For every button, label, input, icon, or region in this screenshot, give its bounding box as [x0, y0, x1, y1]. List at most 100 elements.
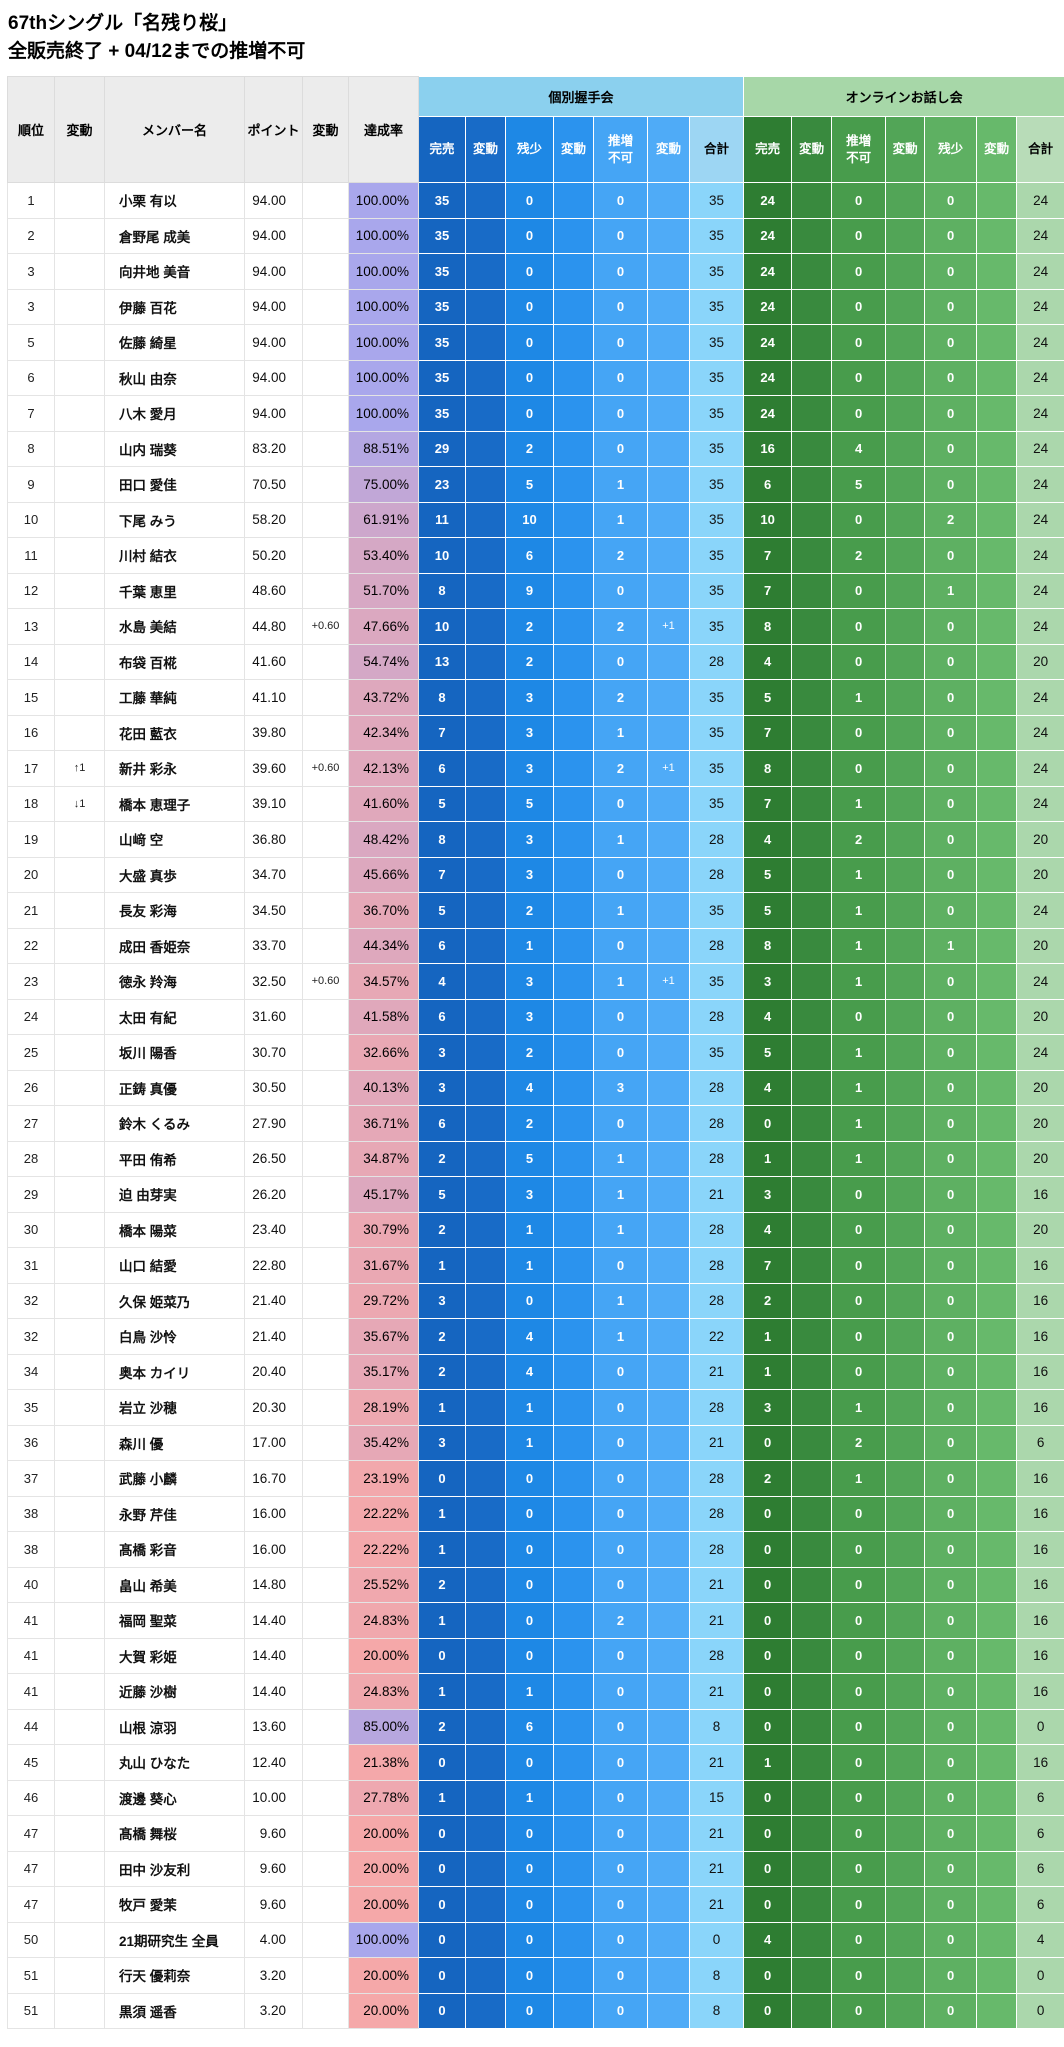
ol-no-increase-cell: 0 — [831, 1531, 887, 1568]
member-name-cell: 近藤 沙樹 — [104, 1673, 245, 1710]
achievement-rate-cell: 75.00% — [348, 466, 419, 503]
ol-change-2-cell — [885, 288, 926, 325]
hs-change-1-cell — [465, 1140, 506, 1177]
hs-soldout-cell: 35 — [418, 395, 466, 432]
hs-change-1-cell — [465, 395, 506, 432]
hs-change-3-cell — [647, 1069, 690, 1106]
hs-low-stock-cell: 0 — [505, 1744, 554, 1781]
rank-cell: 35 — [7, 1389, 55, 1426]
hs-change-3-cell: +1 — [647, 750, 690, 787]
ol-change-1-cell — [791, 1815, 833, 1852]
hs-change-3-cell — [647, 466, 690, 503]
header-ol-no-increase: 推増 不可 — [831, 116, 887, 183]
ol-change-3-cell — [976, 1850, 1018, 1887]
hs-total-cell: 28 — [688, 643, 745, 680]
hs-no-increase-cell: 0 — [593, 927, 648, 964]
rank-cell: 14 — [7, 643, 55, 680]
rank-change-cell — [54, 892, 105, 929]
ol-soldout-cell: 5 — [743, 892, 793, 929]
points-cell: 3.20 — [244, 1957, 303, 1994]
hs-change-2-cell — [553, 1815, 594, 1852]
ol-low-stock-cell: 0 — [924, 963, 978, 1000]
rank-cell: 45 — [7, 1744, 55, 1781]
table-row: 27 鈴木 くるみ 27.90 36.71% 6 2 0 28 0 1 0 20 — [7, 1105, 1064, 1142]
ol-total-cell: 20 — [1016, 1069, 1064, 1106]
hs-low-stock-cell: 1 — [505, 927, 554, 964]
rank-cell: 22 — [7, 927, 55, 964]
points-cell: 94.00 — [244, 217, 303, 254]
hs-total-cell: 15 — [688, 1779, 745, 1816]
ol-no-increase-cell: 2 — [831, 821, 887, 858]
hs-change-2-cell — [553, 1566, 594, 1603]
ol-change-1-cell — [791, 1957, 833, 1994]
ol-change-3-cell — [976, 1602, 1018, 1639]
ol-change-2-cell — [885, 1850, 926, 1887]
ol-soldout-cell: 4 — [743, 1921, 793, 1958]
hs-total-cell: 21 — [688, 1176, 745, 1213]
ol-soldout-cell: 4 — [743, 643, 793, 680]
rank-cell: 37 — [7, 1460, 55, 1497]
hs-change-3-cell — [647, 1850, 690, 1887]
rank-cell: 34 — [7, 1353, 55, 1390]
ol-no-increase-cell: 1 — [831, 785, 887, 822]
hs-soldout-cell: 3 — [418, 1424, 466, 1461]
table-row: 3 向井地 美音 94.00 100.00% 35 0 0 35 24 0 0 24 — [7, 253, 1064, 290]
hs-no-increase-cell: 1 — [593, 892, 648, 929]
rank-change-cell — [54, 1566, 105, 1603]
points-cell: 14.40 — [244, 1637, 303, 1674]
hs-change-3-cell — [647, 927, 690, 964]
hs-soldout-cell: 0 — [418, 1850, 466, 1887]
ol-soldout-cell: 3 — [743, 963, 793, 1000]
hs-change-2-cell — [553, 466, 594, 503]
ol-soldout-cell: 7 — [743, 1247, 793, 1284]
hs-change-3-cell — [647, 643, 690, 680]
ol-no-increase-cell: 1 — [831, 927, 887, 964]
ol-low-stock-cell: 0 — [924, 1850, 978, 1887]
hs-soldout-cell: 13 — [418, 643, 466, 680]
hs-soldout-cell: 1 — [418, 1602, 466, 1639]
ol-low-stock-cell: 0 — [924, 892, 978, 929]
rank-change-cell — [54, 217, 105, 254]
points-change-cell — [302, 182, 349, 219]
table-body: 1 小栗 有以 94.00 100.00% 35 0 0 35 24 0 0 24 2 倉野尾 成美 94.… — [7, 182, 1064, 2029]
hs-change-3-cell — [647, 1708, 690, 1745]
ol-low-stock-cell: 0 — [924, 217, 978, 254]
hs-change-1-cell — [465, 1637, 506, 1674]
rank-change-cell — [54, 1389, 105, 1426]
page-title: 67thシングル「名残り桜」 — [8, 13, 238, 34]
ol-soldout-cell: 4 — [743, 1211, 793, 1248]
ol-low-stock-cell: 0 — [924, 714, 978, 751]
rank-cell: 29 — [7, 1176, 55, 1213]
hs-low-stock-cell: 1 — [505, 1673, 554, 1710]
ol-soldout-cell: 4 — [743, 1069, 793, 1106]
hs-total-cell: 28 — [688, 1495, 745, 1532]
hs-low-stock-cell: 1 — [505, 1424, 554, 1461]
ol-change-2-cell — [885, 359, 926, 396]
header-ol-change-1: 変動 — [791, 116, 833, 183]
ol-no-increase-cell: 1 — [831, 963, 887, 1000]
ol-low-stock-cell: 0 — [924, 1708, 978, 1745]
hs-total-cell: 35 — [688, 572, 745, 609]
hs-change-1-cell — [465, 643, 506, 680]
member-name-cell: 田中 沙友利 — [104, 1850, 245, 1887]
table-row: 38 永野 芹佳 16.00 22.22% 1 0 0 28 0 0 0 16 — [7, 1495, 1064, 1532]
ol-change-1-cell — [791, 324, 833, 361]
ol-low-stock-cell: 0 — [924, 679, 978, 716]
table-row: 21 長友 彩海 34.50 36.70% 5 2 1 35 5 1 0 24 — [7, 892, 1064, 929]
ol-no-increase-cell: 0 — [831, 1247, 887, 1284]
rank-change-cell — [54, 608, 105, 645]
points-change-cell — [302, 1389, 349, 1426]
ol-change-1-cell — [791, 501, 833, 538]
ol-low-stock-cell: 0 — [924, 1034, 978, 1071]
points-change-cell — [302, 288, 349, 325]
ol-change-3-cell — [976, 1176, 1018, 1213]
ol-change-1-cell — [791, 359, 833, 396]
points-change-cell — [302, 1531, 349, 1568]
hs-no-increase-cell: 0 — [593, 1921, 648, 1958]
member-name-cell: 渡邊 葵心 — [104, 1779, 245, 1816]
ol-change-1-cell — [791, 1637, 833, 1674]
hs-low-stock-cell: 6 — [505, 1708, 554, 1745]
hs-soldout-cell: 5 — [418, 1176, 466, 1213]
ol-total-cell: 20 — [1016, 1211, 1064, 1248]
ol-total-cell: 16 — [1016, 1495, 1064, 1532]
